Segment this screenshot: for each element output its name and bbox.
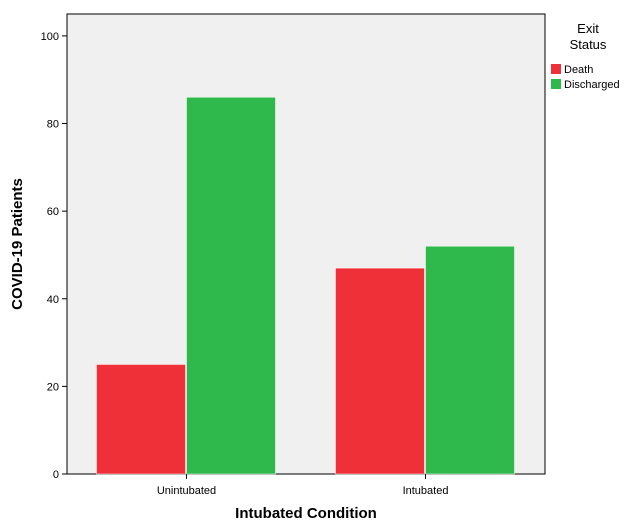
- y-axis: 0 20 40 60 80 100: [41, 31, 67, 481]
- legend-title-line-2: Status: [570, 37, 607, 52]
- x-tick-label: Unintubated: [157, 485, 216, 497]
- legend-label-death: Death: [564, 64, 593, 76]
- bar-discharged-intubated: [425, 245, 515, 475]
- y-tick-label: 80: [47, 119, 59, 131]
- x-tick-label: Intubated: [403, 485, 449, 497]
- legend-label-discharged: Discharged: [564, 79, 620, 91]
- legend-title-line-1: Exit: [577, 21, 599, 36]
- legend-items: Death Discharged: [551, 64, 620, 91]
- bar-discharged-unintubated: [186, 96, 276, 475]
- y-tick-label: 40: [47, 294, 59, 306]
- y-axis-title: COVID-19 Patients: [9, 178, 26, 310]
- y-tick-label: 100: [41, 31, 59, 43]
- legend-swatch-discharged: [551, 79, 561, 89]
- y-tick-label: 20: [47, 381, 59, 393]
- legend: Exit Status Death Discharged: [551, 21, 620, 91]
- x-axis: Unintubated Intubated: [157, 474, 449, 497]
- bar-death-unintubated: [96, 364, 186, 475]
- y-tick-label: 60: [47, 206, 59, 218]
- y-tick-label: 0: [53, 469, 59, 481]
- bar-death-intubated: [335, 267, 425, 475]
- bars: [96, 96, 515, 475]
- x-axis-title: Intubated Condition: [235, 505, 377, 522]
- legend-swatch-death: [551, 64, 561, 74]
